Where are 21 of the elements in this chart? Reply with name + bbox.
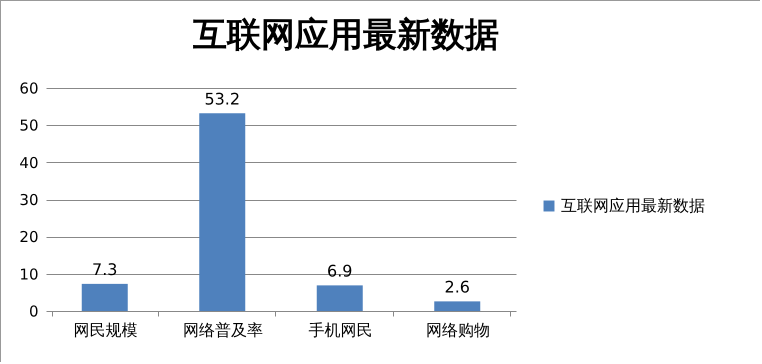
legend-label: 互联网应用最新数据 <box>561 196 705 215</box>
bar <box>82 284 128 311</box>
y-tick-label: 50 <box>19 116 38 135</box>
data-label: 7.3 <box>92 260 118 279</box>
bar <box>316 285 363 311</box>
bar <box>199 113 246 311</box>
x-tick-label: 手机网民 <box>308 320 372 340</box>
y-tick-label: 10 <box>19 265 38 284</box>
x-tick-label: 网络购物 <box>426 320 490 340</box>
y-tick-label: 20 <box>19 228 38 246</box>
y-tick-label: 0 <box>28 302 38 320</box>
y-tick-label: 40 <box>19 154 38 172</box>
chart-title: 互联网应用最新数据 <box>192 15 499 55</box>
x-tick-label: 网络普及率 <box>182 320 263 340</box>
y-tick-label: 60 <box>19 80 38 98</box>
bar <box>434 301 480 311</box>
x-tick-label: 网民规模 <box>73 320 138 340</box>
data-label: 6.9 <box>327 261 352 280</box>
data-label: 53.2 <box>204 89 240 108</box>
y-tick-label: 30 <box>19 191 38 209</box>
data-label: 2.6 <box>444 277 470 296</box>
